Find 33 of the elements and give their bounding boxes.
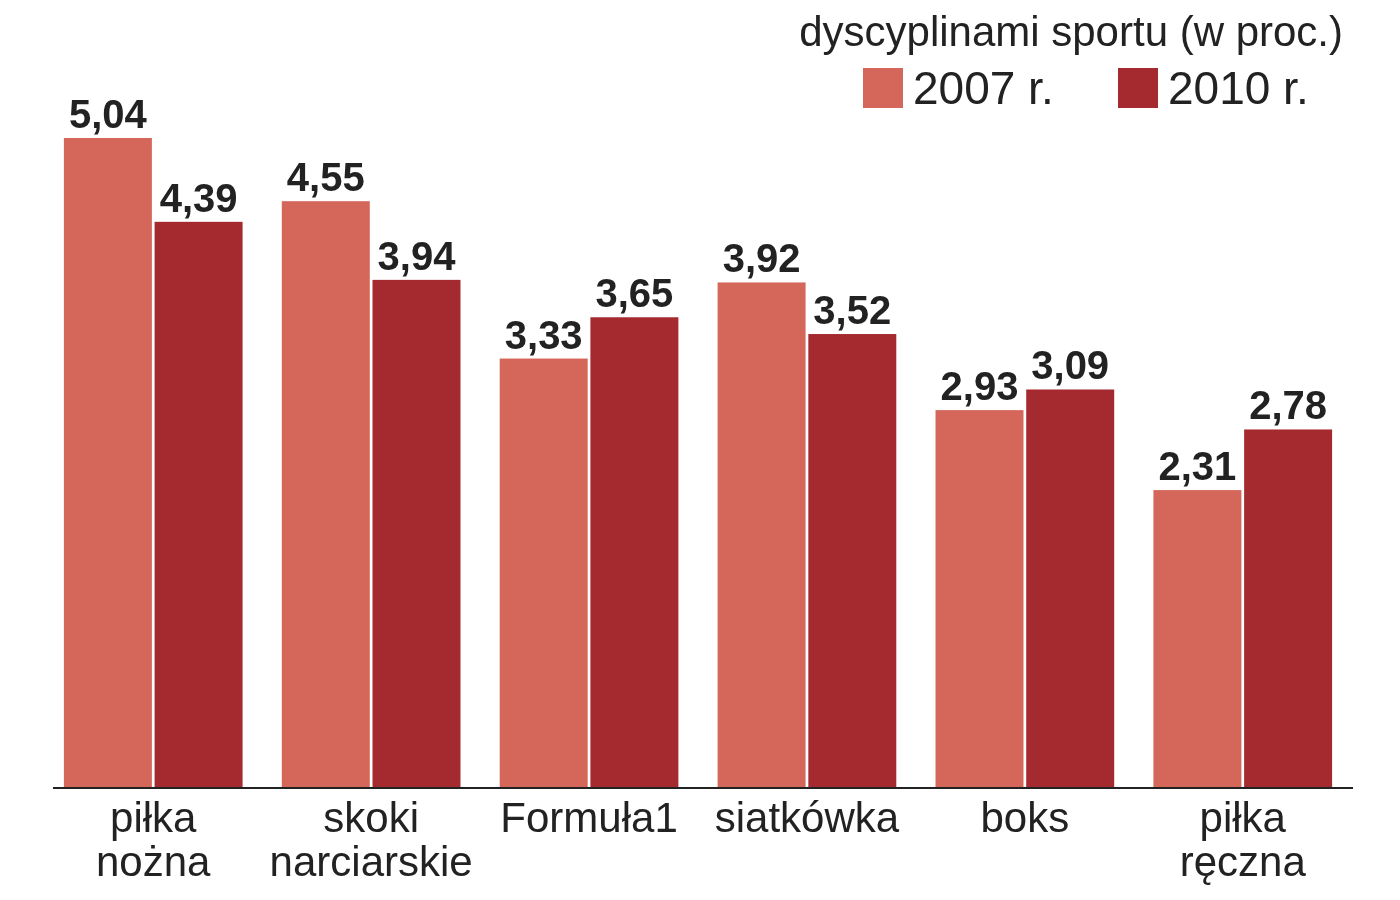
bar	[717, 282, 806, 788]
data-label: 4,55	[286, 155, 365, 200]
bar	[63, 138, 152, 788]
bar	[1026, 389, 1115, 788]
legend-label: 2007 r.	[913, 62, 1054, 114]
data-label: 2,78	[1249, 383, 1328, 428]
x-tick-label: siatkówka	[714, 794, 900, 841]
bar	[499, 358, 588, 788]
x-tick-label: piłka nożna	[96, 794, 212, 885]
data-label: 2,31	[1158, 444, 1237, 489]
x-tick-label: skoki narciarskie	[269, 794, 473, 885]
bar	[1153, 490, 1242, 788]
bar	[935, 410, 1024, 788]
data-label: 5,04	[68, 92, 148, 136]
bar	[590, 317, 679, 788]
legend-label: 2010 r.	[1168, 62, 1309, 114]
data-label: 3,94	[377, 233, 457, 278]
x-tick-label: Formuła1	[500, 794, 678, 841]
data-label: 3,92	[722, 236, 801, 281]
chart-title: dyscyplinami sportu (w proc.)	[799, 8, 1343, 55]
data-label: 3,33	[504, 312, 583, 357]
bar	[281, 201, 370, 788]
bar	[372, 279, 461, 788]
data-label: 3,09	[1031, 343, 1110, 388]
bar	[1244, 429, 1333, 788]
data-label: 4,39	[159, 175, 238, 220]
data-label: 3,52	[813, 288, 892, 333]
bar	[808, 334, 897, 788]
x-tick-label: boks	[980, 794, 1070, 841]
data-label: 3,65	[595, 271, 674, 316]
bar	[154, 221, 243, 788]
data-label: 2,93	[940, 364, 1019, 409]
x-tick-label: piłka ręczna	[1179, 794, 1307, 885]
